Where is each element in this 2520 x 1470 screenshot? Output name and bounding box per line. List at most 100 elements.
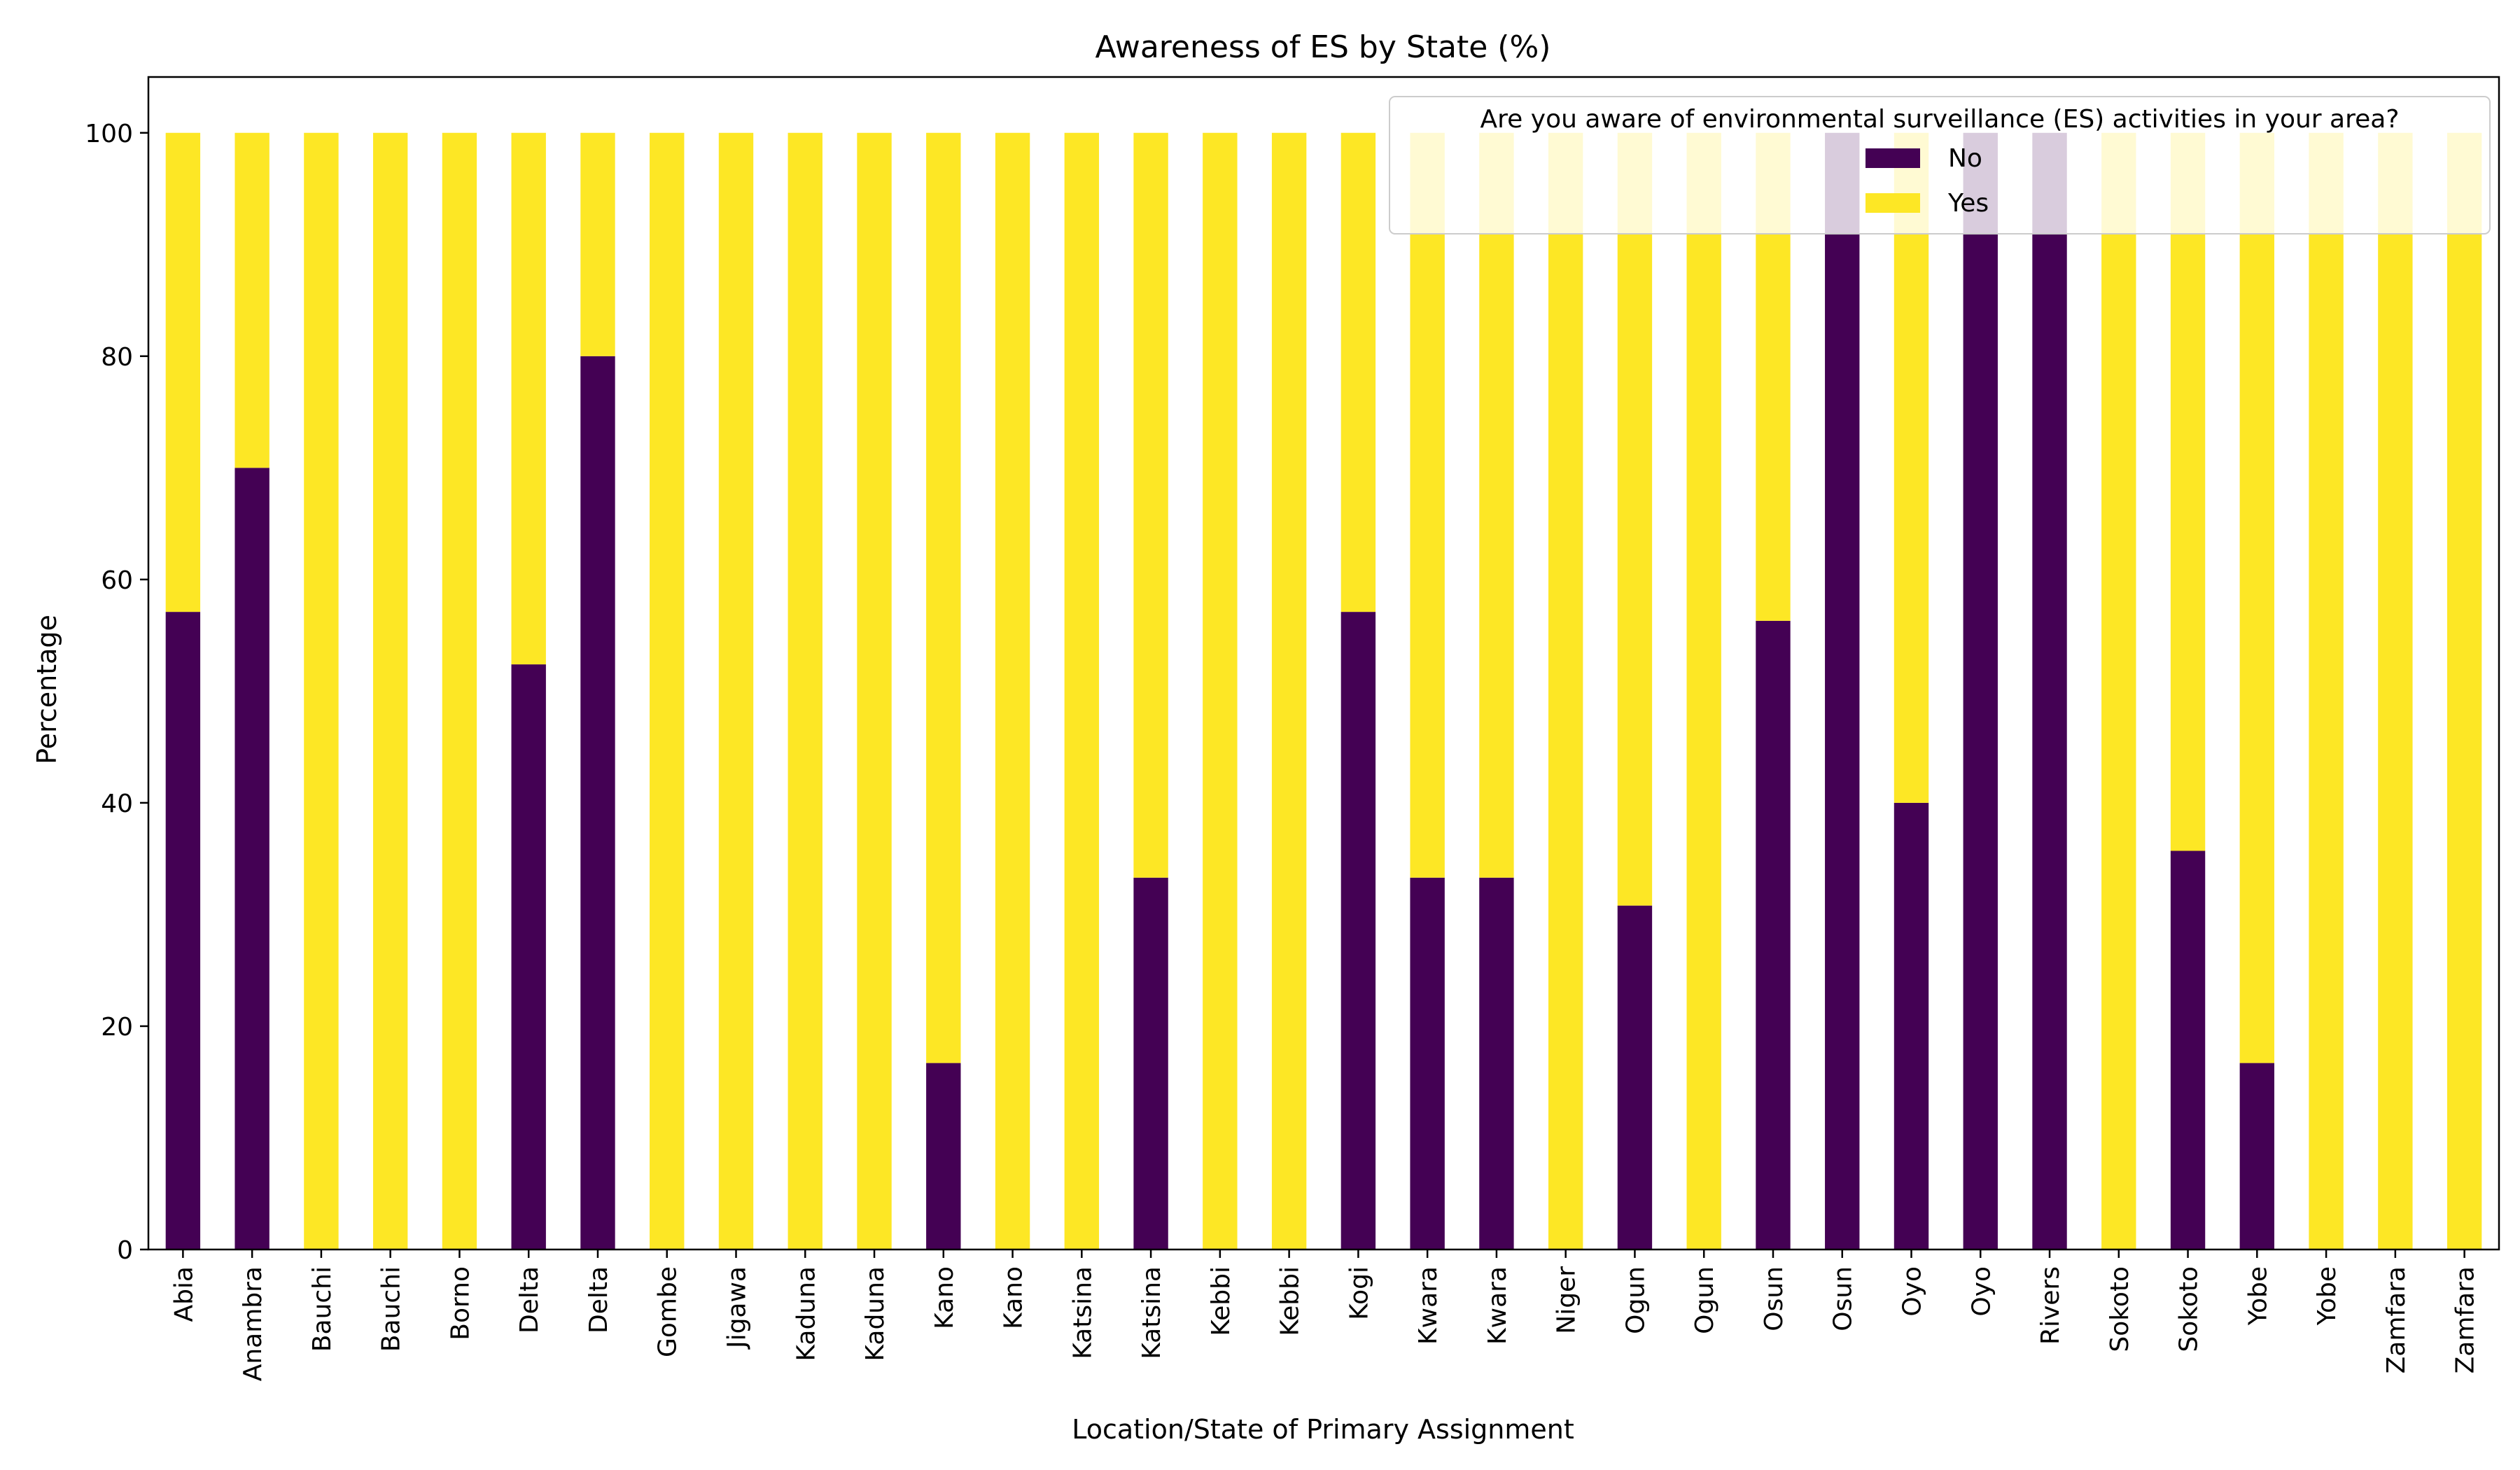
bar-yes-32 (2378, 132, 2413, 1250)
bars-layer (165, 132, 2482, 1250)
x-axis-label: Location/State of Primary Assignment (1072, 1414, 1574, 1445)
bar-yes-16 (1271, 132, 1307, 1250)
y-tick-label: 60 (101, 566, 133, 595)
x-tick-label: Osun (1760, 1266, 1788, 1331)
x-tick-label: Anambra (239, 1266, 267, 1381)
x-tick-label: Kano (1000, 1266, 1028, 1329)
bar-yes-17 (1340, 132, 1376, 612)
bar-no-25 (1893, 802, 1929, 1250)
x-tick-label: Kaduna (861, 1266, 890, 1362)
bar-no-18 (1410, 877, 1445, 1250)
bar-yes-22 (1686, 132, 1721, 1250)
x-tick-label: Kano (930, 1266, 959, 1329)
bar-no-23 (1756, 620, 1791, 1250)
x-tick-label: Ogun (1621, 1266, 1650, 1334)
x-tick-label: Zamfara (2451, 1266, 2480, 1373)
bar-yes-19 (1479, 132, 1514, 878)
legend-box (1389, 96, 2491, 234)
y-tick-label: 0 (117, 1236, 133, 1265)
x-tick-label: Borno (446, 1266, 475, 1340)
bar-no-0 (165, 612, 201, 1250)
bar-yes-21 (1617, 132, 1653, 906)
x-tick-label: Kebbi (1276, 1266, 1305, 1336)
y-axis-label: Percentage (31, 615, 62, 764)
bar-no-21 (1617, 905, 1653, 1250)
bar-no-29 (2170, 850, 2206, 1250)
x-tick-label: Kwara (1483, 1266, 1512, 1345)
y-tick-label: 40 (101, 790, 133, 818)
x-tick-label: Kebbi (1207, 1266, 1236, 1336)
x-tick-label: Ogun (1690, 1266, 1719, 1334)
bar-no-30 (2239, 1063, 2275, 1250)
x-tick-label: Sokoto (2175, 1266, 2204, 1352)
bar-yes-8 (718, 132, 754, 1250)
bar-yes-11 (926, 132, 961, 1063)
x-tick-label: Katsina (1068, 1266, 1097, 1359)
bar-no-14 (1133, 877, 1168, 1250)
x-tick-label: Oyo (1967, 1266, 1996, 1317)
bar-yes-31 (2309, 132, 2344, 1250)
bar-yes-6 (580, 132, 615, 356)
bar-yes-2 (304, 132, 339, 1250)
x-tick-label: Delta (515, 1266, 544, 1334)
bar-no-24 (1825, 132, 1860, 1250)
legend: Are you aware of environmental surveilla… (1389, 96, 2491, 234)
x-tick-label: Kogi (1345, 1266, 1373, 1320)
x-tick-label: Zamfara (2382, 1266, 2411, 1373)
chart-title: Awareness of ES by State (%) (1096, 29, 1551, 65)
bar-yes-9 (788, 132, 822, 1250)
bar-yes-0 (165, 132, 201, 612)
bar-yes-12 (995, 132, 1030, 1250)
y-tick-label: 100 (85, 120, 133, 148)
x-tick-label: Gombe (654, 1266, 682, 1357)
x-tick-label: Delta (584, 1266, 613, 1334)
bar-no-11 (926, 1063, 961, 1250)
legend-title: Are you aware of environmental surveilla… (1480, 105, 2400, 134)
y-tick-label: 80 (101, 343, 133, 372)
x-tick-label: Yobe (2313, 1266, 2342, 1326)
x-tick-label: Sokoto (2106, 1266, 2134, 1352)
x-tick-label: Katsina (1138, 1266, 1166, 1359)
bar-yes-25 (1893, 132, 1929, 803)
plot-frame (147, 76, 2500, 1251)
legend-swatch-no (1865, 148, 1920, 168)
bar-no-5 (511, 664, 546, 1250)
x-tick-label: Niger (1553, 1266, 1581, 1334)
legend-swatch-yes (1865, 193, 1920, 213)
bar-yes-33 (2446, 132, 2482, 1250)
bar-yes-1 (234, 132, 270, 468)
bar-yes-13 (1064, 132, 1100, 1250)
legend-label-no: No (1948, 144, 1982, 173)
bar-yes-28 (2101, 132, 2136, 1250)
bar-yes-29 (2170, 132, 2206, 851)
bar-no-1 (234, 468, 270, 1250)
bar-yes-18 (1410, 132, 1445, 878)
x-tick-label: Oyo (1898, 1266, 1927, 1317)
x-tick-label: Rivers (2036, 1266, 2065, 1345)
legend-label-yes: Yes (1947, 189, 1989, 218)
bar-no-6 (580, 356, 615, 1250)
bar-no-19 (1479, 877, 1514, 1250)
bar-yes-5 (511, 132, 546, 665)
axes-layer: 0 20 40 60 80 100 Abia Anambra Bauchi Bauchi Borno… (85, 76, 2500, 1381)
x-tick-label: Kaduna (792, 1266, 820, 1362)
bar-yes-10 (857, 132, 892, 1250)
bar-no-26 (1963, 132, 1998, 1250)
y-tick-label: 20 (101, 1013, 133, 1042)
bar-yes-30 (2239, 132, 2275, 1063)
bar-yes-4 (442, 132, 477, 1250)
bar-yes-14 (1133, 132, 1168, 878)
bar-no-27 (2032, 132, 2067, 1250)
x-tick-label: Osun (1829, 1266, 1858, 1331)
x-tick-label: Abia (169, 1266, 198, 1322)
bar-yes-15 (1203, 132, 1238, 1250)
x-tick-label: Kwara (1414, 1266, 1443, 1345)
x-tick-label: Jigawa (723, 1266, 752, 1350)
x-tick-label: Yobe (2244, 1266, 2272, 1326)
x-tick-label: Bauchi (308, 1266, 337, 1352)
bar-yes-3 (372, 132, 408, 1250)
bar-yes-7 (650, 132, 685, 1250)
bar-yes-20 (1548, 132, 1583, 1250)
x-tick-label: Bauchi (377, 1266, 406, 1352)
